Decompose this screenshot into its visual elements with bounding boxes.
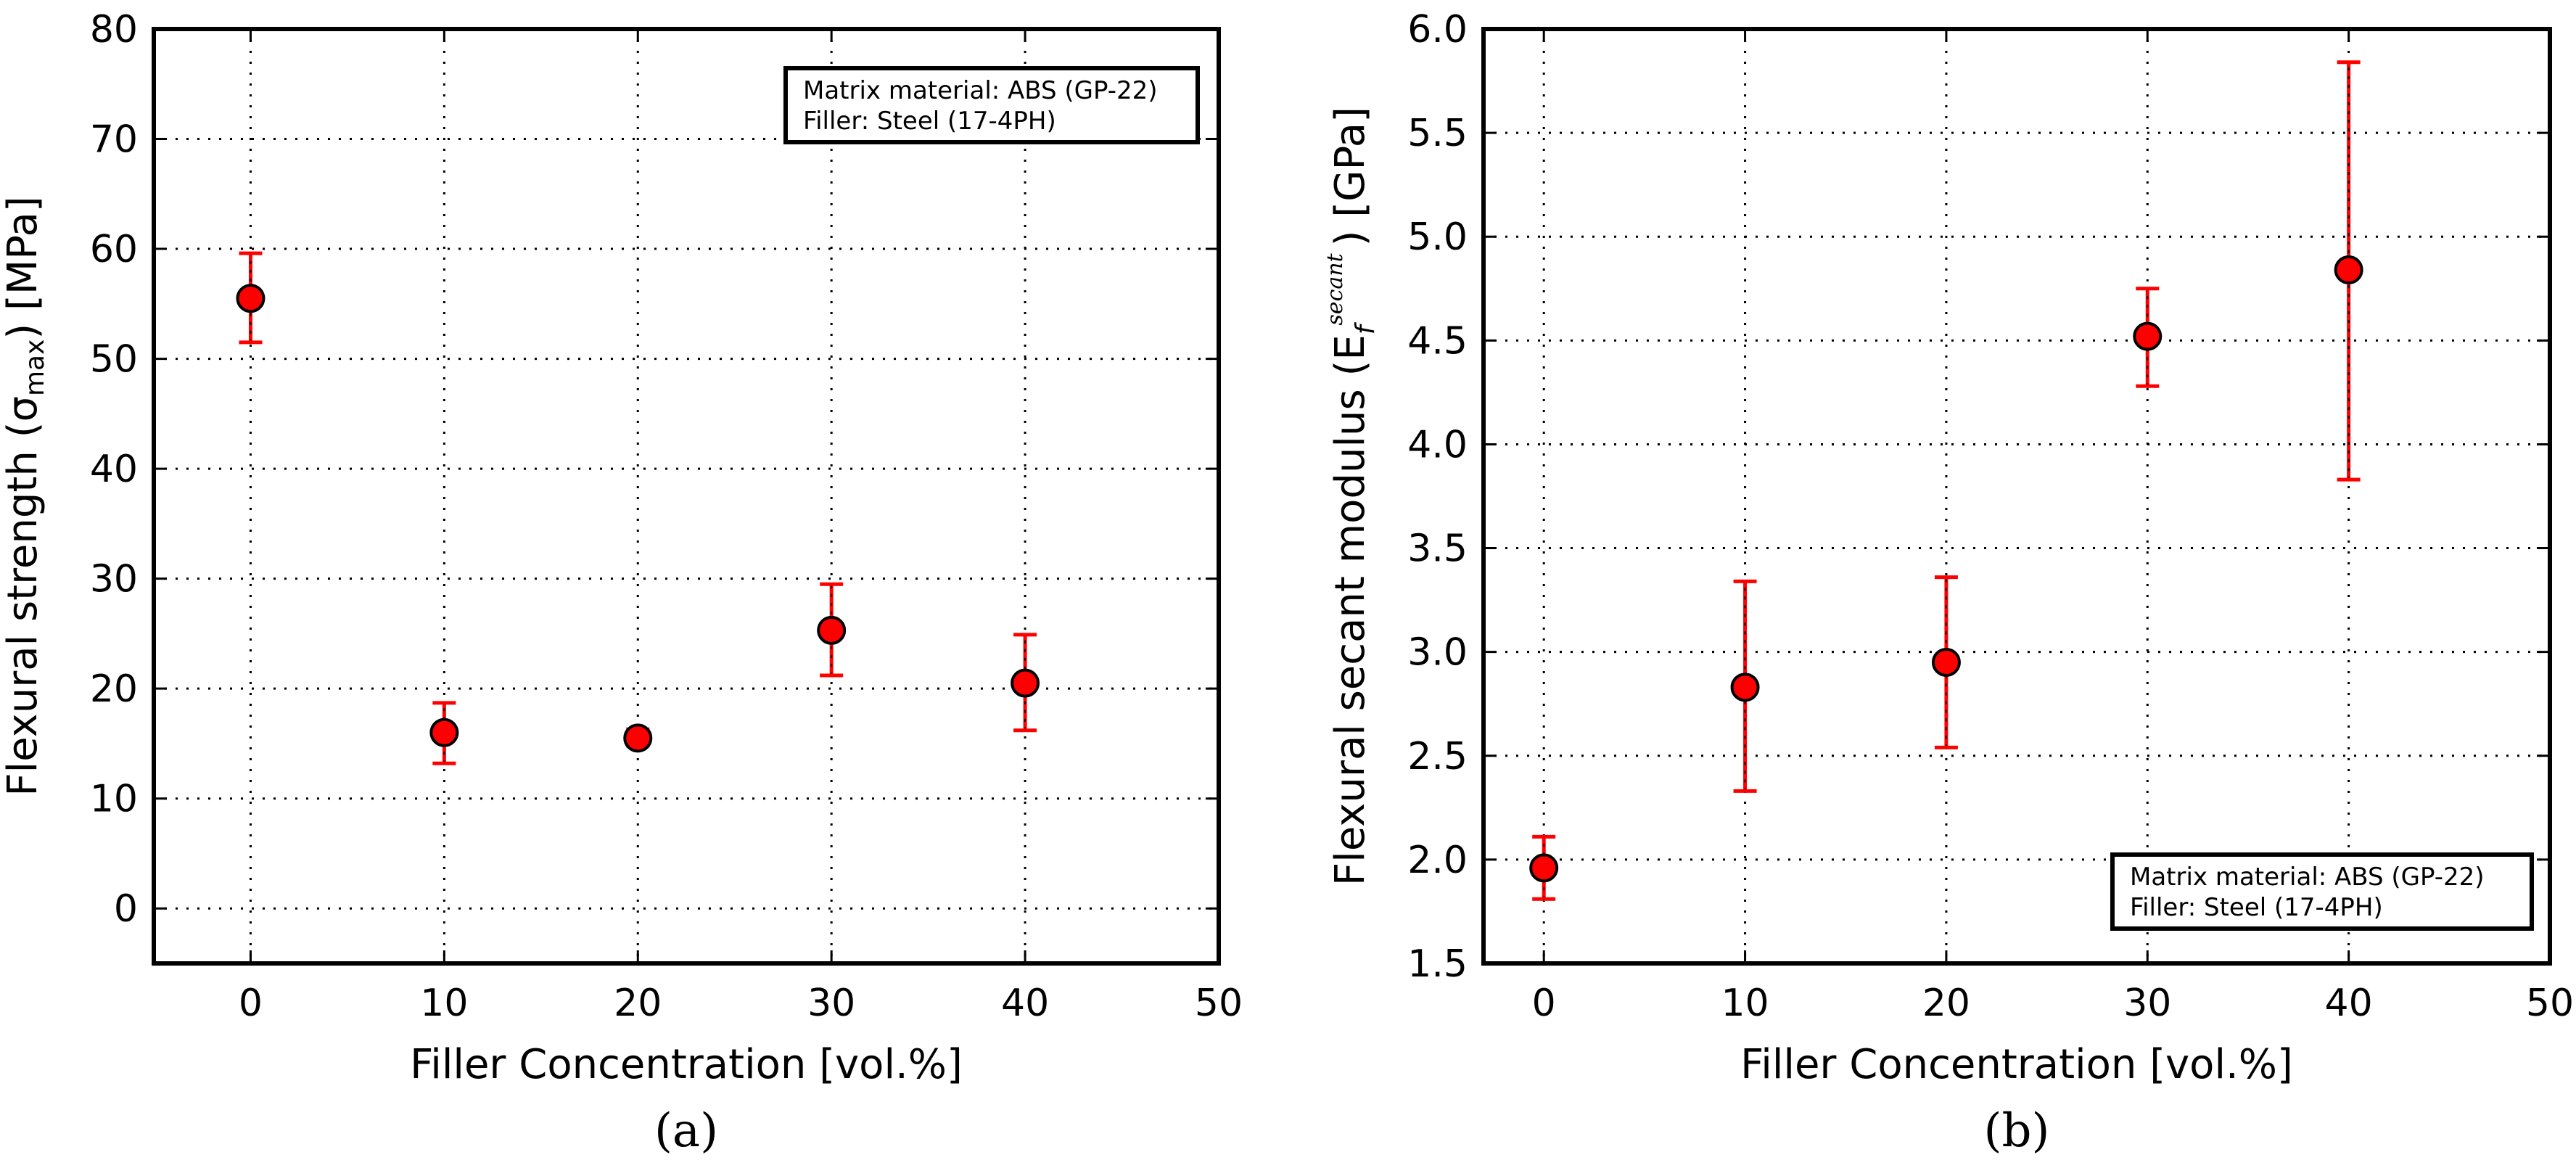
- panel-b-legend-filler: Filler: Steel (17-4PH): [2130, 893, 2383, 922]
- panel-b-x-axis-label: Filler Concentration [vol.%]: [1740, 1041, 2293, 1088]
- panel-a-legend-matrix: Matrix material: ABS (GP-22): [803, 76, 1158, 105]
- data-point: [2334, 255, 2363, 285]
- panel-a-ticks: 0 10 20 30 40 50 0 10 20 30 40 50 60 70 80: [90, 8, 1243, 1025]
- y-tick-label: 60: [90, 228, 138, 271]
- data-point: [817, 615, 847, 645]
- data-point: [1931, 647, 1961, 677]
- x-tick-label: 30: [2123, 982, 2171, 1025]
- panel-a-legend: Matrix material: ABS (GP-22) Filler: Ste…: [783, 66, 1200, 144]
- panel-b-data-points: [1529, 255, 2363, 883]
- y-tick-label: 2.0: [1407, 839, 1468, 882]
- y-tick-label: 40: [90, 448, 138, 491]
- x-tick-label: 40: [1001, 982, 1049, 1025]
- y-tick-label: 4.0: [1407, 423, 1468, 466]
- panel-a-legend-filler: Filler: Steel (17-4PH): [803, 107, 1056, 136]
- x-tick-label: 0: [239, 982, 263, 1025]
- y-tick-label: 50: [90, 338, 138, 382]
- y-tick-label: 5.0: [1407, 215, 1468, 259]
- y-tick-label: 3.0: [1407, 631, 1468, 675]
- panel-a-y-axis-label: Flexural strength (σmax) [MPa]: [0, 196, 50, 796]
- panel-b-legend-matrix: Matrix material: ABS (GP-22): [2130, 863, 2485, 892]
- panel-a-data-points: [236, 284, 1040, 753]
- data-point: [2133, 321, 2163, 351]
- panel-b-chart: 0 10 20 30 40 50 1.5 2.0 2.5 3.0 3.5 4.0 4.5 5.0 5.5 6.…: [1322, 8, 2574, 1158]
- panel-a-caption: (a): [654, 1104, 718, 1158]
- y-tick-label: 80: [90, 8, 138, 52]
- panel-b-y-axis-label: Flexural secant modulus (Efsecant) [GPa]: [1322, 107, 1380, 886]
- y-tick-label: 1.5: [1407, 942, 1468, 986]
- x-tick-label: 10: [420, 982, 468, 1025]
- y-tick-label: 20: [90, 667, 138, 711]
- panel-b-legend-box: [2110, 852, 2534, 931]
- panel-b-ticks: 0 10 20 30 40 50 1.5 2.0 2.5 3.0 3.5 4.0 4.5 5.0 5.5 6.…: [1407, 8, 2574, 1025]
- panel-b-grid: [1484, 29, 2550, 963]
- panel-a-grid: [154, 29, 1219, 963]
- panel-a-axes-frame: [152, 27, 1221, 966]
- x-tick-label: 40: [2325, 982, 2373, 1025]
- y-tick-label: 2.5: [1407, 735, 1468, 778]
- x-tick-label: 30: [807, 982, 855, 1025]
- data-point: [429, 717, 459, 747]
- data-point: [236, 284, 266, 313]
- x-tick-label: 20: [1922, 982, 1970, 1025]
- x-tick-label: 50: [2526, 982, 2574, 1025]
- y-tick-label: 0: [114, 887, 138, 931]
- panel-a-legend-box: [783, 66, 1200, 144]
- data-point: [1529, 853, 1559, 883]
- x-tick-label: 0: [1532, 982, 1556, 1025]
- y-tick-label: 4.5: [1407, 319, 1468, 363]
- data-point: [1011, 668, 1040, 698]
- x-tick-label: 20: [614, 982, 662, 1025]
- x-tick-label: 50: [1195, 982, 1243, 1025]
- panel-b-axes-frame: [1481, 27, 2552, 966]
- y-tick-label: 30: [90, 558, 138, 601]
- panel-a-chart: 0 10 20 30 40 50 0 10 20 30 40 50 60 70 80 Matrix mate…: [0, 8, 1243, 1158]
- panel-a-x-axis-label: Filler Concentration [vol.%]: [410, 1041, 963, 1088]
- panel-b-legend: Matrix material: ABS (GP-22) Filler: Ste…: [2110, 852, 2534, 931]
- panel-b-caption: (b): [1984, 1104, 2050, 1158]
- y-tick-label: 70: [90, 118, 138, 162]
- data-point: [623, 723, 653, 753]
- y-tick-label: 10: [90, 778, 138, 821]
- panel-b-error-bars: [1532, 60, 2361, 901]
- x-tick-label: 10: [1721, 982, 1769, 1025]
- y-tick-label: 3.5: [1407, 527, 1468, 571]
- y-tick-label: 5.5: [1407, 112, 1468, 155]
- y-tick-label: 6.0: [1407, 8, 1468, 52]
- data-point: [1730, 673, 1760, 702]
